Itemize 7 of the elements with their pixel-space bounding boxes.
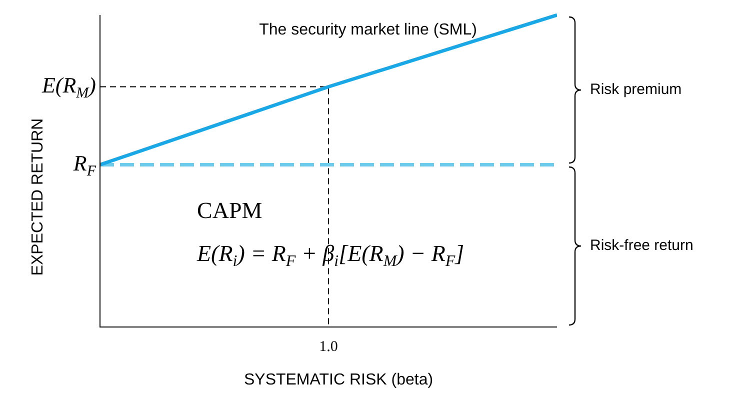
text: Risk-free return — [590, 237, 694, 254]
chart-title: The security market line (SML) — [259, 21, 477, 38]
x-axis-title: SYSTEMATIC RISK (beta) — [244, 371, 434, 388]
annotation: CAPM — [197, 198, 262, 224]
text: 1.0 — [319, 338, 338, 355]
y-axis-title: EXPECTED RETURN — [29, 118, 46, 276]
text: Risk premium — [590, 81, 682, 98]
